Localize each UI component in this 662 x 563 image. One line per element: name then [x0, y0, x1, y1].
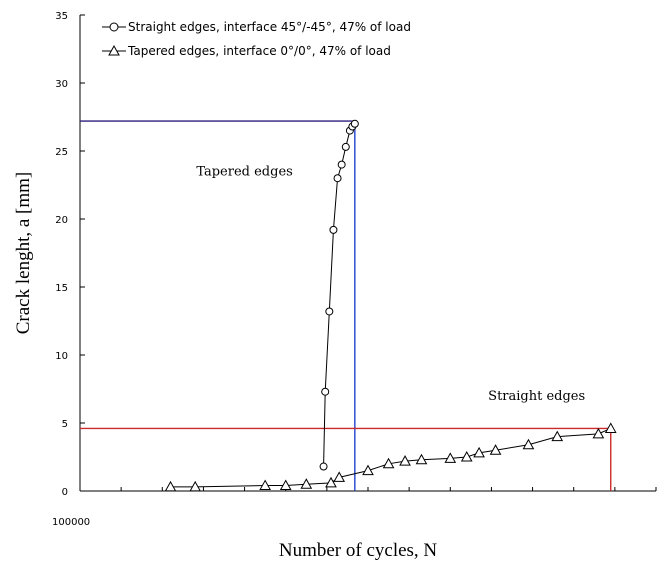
data-point-triangle [189, 480, 202, 492]
y-ticks: 0 5 10 15 20 25 30 35 [55, 11, 85, 498]
data-point-triangle [259, 479, 271, 491]
data-point-circle [350, 119, 359, 128]
data-point-circle [341, 142, 350, 151]
data-point-triangle [399, 455, 411, 466]
data-point-triangle [164, 480, 177, 492]
y-tick-label: 25 [55, 147, 68, 158]
data-point-triangle [279, 479, 292, 491]
x-ticks: 100000 [52, 487, 657, 528]
legend-marker-triangle [108, 44, 120, 56]
data-point-triangle [382, 457, 395, 469]
data-point-triangle [415, 453, 428, 465]
data-point-triangle [522, 438, 535, 450]
y-tick-label: 15 [55, 283, 68, 294]
data-point-circle [321, 387, 330, 396]
legend-label-tapered: Tapered edges, interface 0°/0°, 47% of l… [127, 44, 391, 58]
x-axis-title: Number of cycles, N [279, 540, 438, 561]
y-tick-label: 30 [55, 79, 68, 90]
data-point-triangle [362, 464, 374, 476]
data-point-circle [333, 174, 342, 183]
annotations: Tapered edges Straight edges [196, 164, 585, 403]
data-point-triangle [333, 471, 346, 482]
data-point-triangle [444, 452, 457, 463]
data-point-triangle [473, 446, 485, 458]
data-point-circle [329, 225, 338, 234]
x-tick-label: 100000 [52, 517, 90, 528]
data-point-triangle [325, 476, 337, 488]
annotation-label: Straight edges [488, 389, 585, 404]
y-tick-label: 20 [55, 215, 68, 226]
data-point-triangle [551, 430, 564, 442]
data-point-triangle [604, 422, 617, 433]
data-point-triangle [592, 427, 605, 439]
y-tick-label: 5 [62, 419, 68, 430]
legend-marker-circle [109, 22, 119, 32]
data-point-triangle [460, 450, 473, 462]
data-point-circle [337, 160, 346, 169]
y-axis-title: Crack lenght, a [mm] [13, 172, 34, 335]
reference-lines [80, 120, 612, 491]
legend: Straight edges, interface 45°/-45°, 47% … [102, 20, 411, 58]
data-point-circle [319, 462, 328, 471]
y-tick-label: 10 [55, 351, 68, 362]
legend-label-straight: Straight edges, interface 45°/-45°, 47% … [128, 20, 411, 34]
series-line-triangle [170, 427, 611, 488]
y-tick-label: 0 [62, 487, 68, 498]
annotation-label: Tapered edges [196, 164, 293, 179]
series-group [164, 119, 617, 492]
data-point-circle [325, 307, 334, 316]
data-point-triangle [300, 478, 313, 489]
data-point-triangle [489, 444, 502, 455]
y-tick-label: 35 [55, 11, 68, 22]
